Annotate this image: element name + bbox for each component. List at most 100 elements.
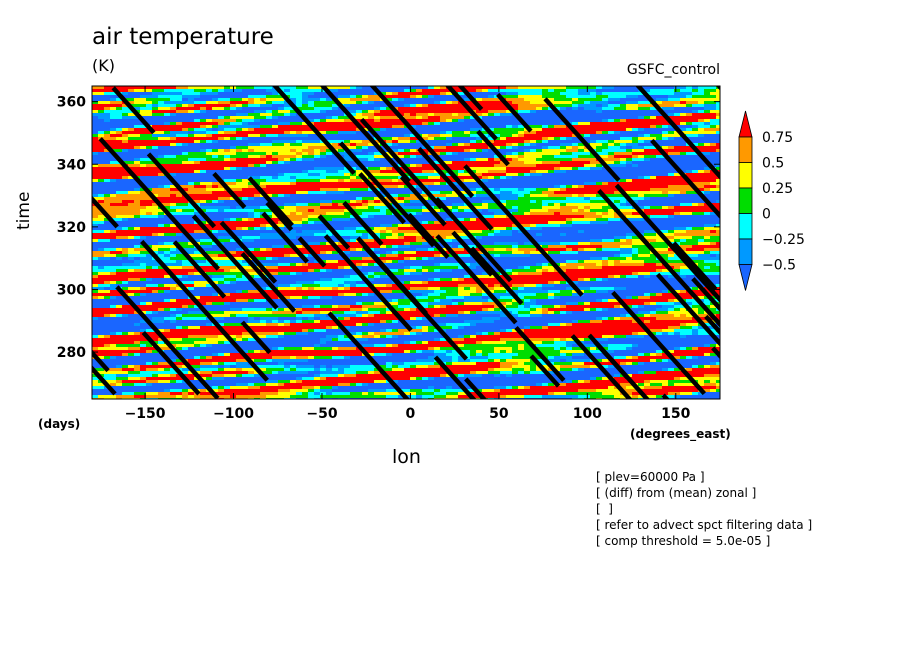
colorbar-label: 0.25 (762, 181, 793, 197)
x-tick-label: 100 (573, 406, 602, 422)
overlay-stroke (327, 311, 411, 399)
colorbar-label: −0.25 (762, 232, 805, 248)
chart-units: (K) (92, 56, 115, 75)
overlay-stroke (323, 234, 413, 332)
overlay-stroke (754, 329, 869, 456)
overlay-stroke (464, 377, 487, 399)
x-unit-label: (degrees_east) (630, 427, 731, 442)
overlay-stroke (358, 172, 406, 225)
overlay-stroke (317, 214, 351, 250)
annotation-line: [ refer to advect spct filtering data ] (596, 518, 813, 532)
colorbar-swatch (738, 238, 753, 265)
overlay-stroke (433, 355, 477, 399)
overlay-stroke (725, 287, 840, 414)
overlay-stroke (115, 285, 220, 399)
overlay-stroke (219, 220, 278, 284)
colorbar-label: 0.5 (762, 156, 784, 172)
overlay-stroke (435, 234, 518, 325)
overlay-stroke (92, 365, 117, 396)
overlay-stroke (445, 86, 498, 141)
overlay-stroke (356, 236, 428, 316)
source-label: GSFC_control (626, 62, 720, 78)
overlay-stroke (342, 200, 384, 246)
colorbar-label: −0.5 (762, 258, 796, 274)
x-tick-label: 150 (661, 406, 690, 422)
x-tick-label: 0 (406, 406, 416, 422)
y-unit-label: (days) (38, 417, 80, 431)
x-tick-label: −150 (125, 406, 166, 422)
overlay-stroke (240, 251, 297, 313)
annotation-line: [ ] (596, 502, 613, 516)
overlay-stroke (543, 97, 621, 182)
annotation-line: [ (diff) from (mean) zonal ] (596, 486, 757, 500)
overlay-stroke (691, 277, 720, 313)
colorbar-label: 0.75 (762, 130, 793, 146)
colorbar-swatch (738, 162, 753, 189)
y-tick-label: 280 (57, 345, 86, 361)
y-tick-label: 300 (57, 282, 86, 298)
colorbar-swatch (738, 136, 753, 163)
overlay-stroke (212, 171, 247, 209)
overlay-stroke (597, 188, 654, 251)
overlay-stroke (359, 117, 444, 210)
colorbar-arrow-top (738, 110, 753, 138)
overlay-stroke (672, 241, 718, 291)
annotation-line: [ plev=60000 Pa ] (596, 470, 705, 484)
overlay-stroke (570, 334, 633, 399)
y-tick-label: 320 (57, 220, 86, 236)
overlay-stroke (261, 211, 309, 264)
heatmap-field (92, 86, 720, 399)
chart-title: air temperature (92, 24, 274, 50)
overlay-strokes (92, 86, 869, 481)
overlay-stroke (611, 290, 707, 396)
overlay-stroke (407, 212, 450, 259)
x-tick-label: 50 (489, 406, 509, 422)
overlay-stroke (711, 346, 720, 360)
x-axis: −150 −100 −50 0 50 100 150 (125, 86, 691, 422)
overlay-stroke (146, 152, 217, 229)
overlay-stroke (742, 345, 865, 481)
overlay-stroke (457, 86, 484, 111)
overlay-stroke (92, 349, 110, 373)
overlay-stroke (140, 239, 269, 382)
overlay-stroke (319, 86, 411, 183)
overlay-stroke (650, 138, 720, 220)
overlay-stroke (434, 197, 513, 283)
overlay-stroke (469, 246, 524, 306)
overlay-stroke (297, 236, 327, 268)
overlay-stroke (451, 230, 494, 277)
overlay-stroke (141, 331, 201, 396)
annotation-line: [ comp threshold = 5.0e-05 ] (596, 534, 771, 548)
y-axis: 280 300 320 340 360 (57, 95, 720, 361)
overlay-stroke (191, 214, 279, 310)
x-tick-label: −100 (213, 406, 254, 422)
overlay-stroke (463, 164, 584, 297)
colorbar: 0.75 0.5 0.25 0 −0.25 −0.5 (738, 110, 805, 291)
plot-frame (91, 85, 721, 400)
overlay-stroke (272, 86, 356, 175)
overlay-stroke (247, 176, 294, 227)
overlay-stroke (614, 183, 720, 304)
overlay-stroke (749, 293, 782, 330)
overlay-stroke (476, 129, 510, 167)
overlay-stroke (240, 320, 272, 355)
overlay-stroke (417, 147, 494, 231)
colorbar-swatch (738, 187, 753, 214)
x-axis-label: lon (392, 446, 421, 468)
annotation-block: [ plev=60000 Pa ] [ (diff) from (mean) z… (596, 469, 812, 549)
overlay-stroke (635, 86, 720, 180)
y-axis-label: time (14, 191, 34, 230)
overlay-stroke (399, 175, 447, 227)
overlay-stroke (265, 201, 294, 232)
colorbar-label: 0 (762, 207, 771, 223)
overlay-stroke (587, 333, 651, 399)
overlay-stroke (111, 86, 156, 135)
overlay-stroke (529, 354, 561, 388)
overlay-stroke (514, 326, 566, 382)
overlay-stroke (655, 272, 720, 347)
overlay-stroke (172, 240, 227, 299)
x-tick-label: −50 (306, 406, 337, 422)
colorbar-swatch (738, 213, 753, 240)
overlay-stroke (98, 137, 220, 271)
